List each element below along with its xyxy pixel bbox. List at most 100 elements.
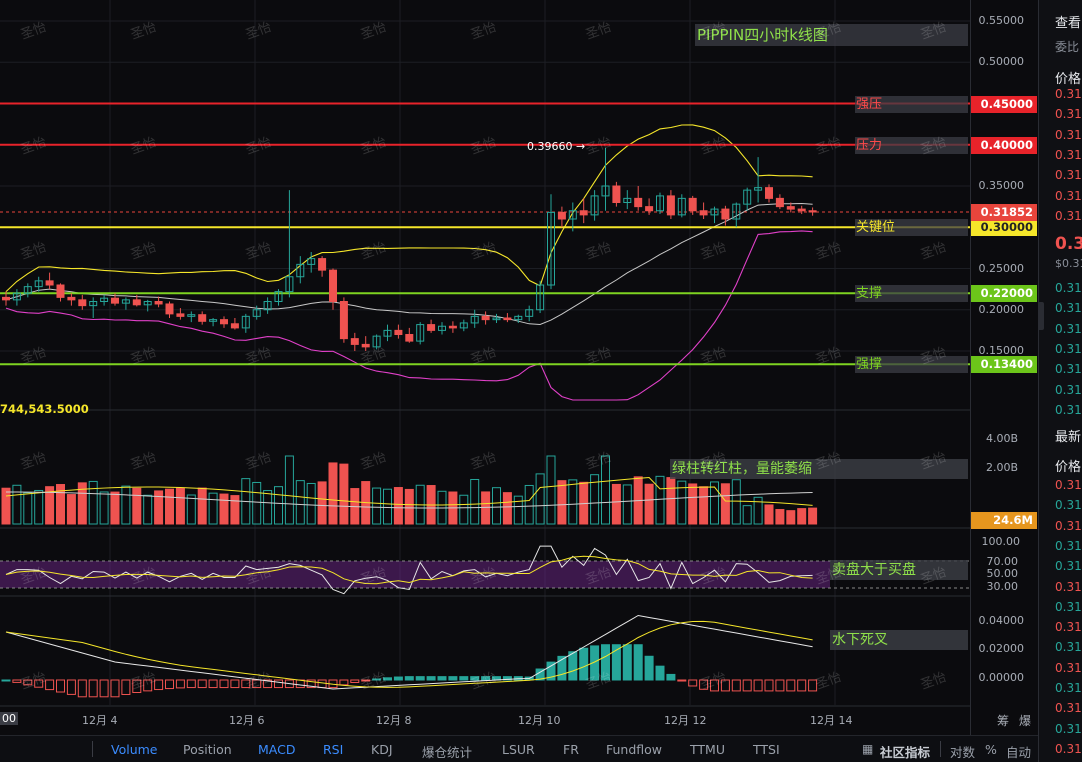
macd-histogram-bar	[459, 676, 469, 681]
order-price[interactable]: 0.318	[1055, 107, 1082, 122]
indicator-tab[interactable]: TTMU	[690, 742, 725, 757]
volume-bar	[655, 475, 665, 525]
indicator-tab[interactable]: MACD	[258, 742, 296, 757]
liquidation-button[interactable]: 爆	[1019, 714, 1032, 728]
order-price[interactable]: 0.318	[1055, 188, 1082, 203]
order-price[interactable]: 0.318	[1055, 579, 1082, 594]
price-axis[interactable]: 0.55000 0.50000 0.35000 0.25000 0.20000 …	[970, 0, 1038, 735]
order-price[interactable]: 0.318	[1055, 741, 1082, 756]
macd-histogram-bar	[12, 679, 22, 683]
candle	[590, 190, 599, 221]
order-price[interactable]: 0.318	[1055, 362, 1082, 377]
order-price[interactable]: 0.318	[1055, 518, 1082, 533]
level-label: 强撑	[855, 356, 968, 374]
indicator-tab[interactable]: Fundflow	[606, 742, 663, 757]
order-price[interactable]: 0.318	[1055, 321, 1082, 336]
candle	[416, 322, 425, 345]
order-price[interactable]: 0.318	[1055, 208, 1082, 223]
indicator-tab[interactable]: TTSI	[753, 742, 780, 757]
volume-bar	[197, 487, 207, 525]
high-marker: 0.39660 →	[527, 140, 586, 153]
order-price[interactable]: 0.318	[1055, 127, 1082, 142]
panel-header: 查看	[1055, 16, 1082, 31]
macd-histogram-bar	[775, 679, 785, 692]
order-price[interactable]: 0.318	[1055, 721, 1082, 736]
macd-histogram-bar	[797, 679, 807, 692]
chart-canvas[interactable]	[0, 0, 970, 735]
macd-histogram-bar	[230, 679, 240, 689]
date-label: 12月 12	[664, 714, 707, 727]
percent-toggle[interactable]: %	[985, 742, 997, 757]
candle	[481, 311, 490, 325]
first-date: 00	[0, 712, 18, 725]
macd-histogram-bar	[633, 644, 643, 681]
indicator-tab[interactable]: Position	[183, 742, 232, 757]
macd-histogram-bar	[546, 661, 556, 681]
indicator-tab[interactable]: Volume	[111, 742, 158, 757]
macd-histogram-bar	[655, 665, 665, 681]
candle	[154, 296, 163, 308]
level-price-tag: 0.40000	[971, 136, 1037, 154]
order-price[interactable]: 0.318	[1055, 660, 1082, 675]
order-price[interactable]: 0.318	[1055, 599, 1082, 614]
order-price[interactable]: 0.318	[1055, 681, 1082, 695]
price-tick: 0.50000	[978, 55, 1025, 68]
macd-histogram-bar	[45, 679, 55, 691]
order-price[interactable]: 0.318	[1055, 498, 1082, 513]
macd-histogram-bar	[186, 679, 196, 689]
order-price[interactable]: 0.318	[1055, 168, 1082, 183]
collapse-handle[interactable]	[1039, 302, 1044, 330]
community-indicators-icon[interactable]: ▦	[862, 742, 874, 756]
chip-distribution-button[interactable]: 筹	[997, 714, 1010, 728]
current-price-tag: 0.31852	[971, 204, 1037, 221]
indicator-tab[interactable]: FR	[563, 742, 579, 757]
order-price[interactable]: 0.318	[1055, 559, 1082, 574]
order-price[interactable]: 0.318	[1055, 701, 1082, 716]
candle	[677, 194, 686, 218]
macd-histogram-bar	[110, 679, 120, 698]
order-price[interactable]: 0.318	[1055, 478, 1082, 492]
order-price[interactable]: 0.318	[1055, 281, 1082, 295]
order-price[interactable]: 0.318	[1055, 382, 1082, 397]
volume-bar	[274, 486, 283, 525]
volume-bar	[775, 509, 785, 525]
macd-histogram-bar	[611, 644, 621, 681]
order-price[interactable]: 0.318	[1055, 87, 1082, 101]
candle	[307, 252, 316, 273]
candle	[198, 311, 207, 325]
macd-histogram-bar	[339, 679, 349, 686]
order-price[interactable]: 0.318	[1055, 341, 1082, 356]
candle	[285, 190, 294, 298]
indicator-tab[interactable]: 爆仓统计	[422, 745, 473, 760]
candle	[56, 283, 65, 302]
chart-area[interactable]: PIPPIN四小时k线图 强压 压力 关键位 支撑 强撑 0.39660 → 744,5…	[0, 0, 970, 735]
order-price[interactable]: 0.318	[1055, 402, 1082, 417]
rsi-line	[5, 545, 813, 595]
indicator-tab[interactable]: RSI	[323, 742, 344, 757]
order-price[interactable]: 0.318	[1055, 301, 1082, 316]
price-column-header: 价格	[1055, 72, 1082, 87]
macd-histogram-bar	[154, 679, 164, 691]
order-price[interactable]: 0.318	[1055, 640, 1082, 655]
candle	[568, 202, 577, 232]
macd-annotation: 水下死叉	[830, 630, 968, 650]
candle	[656, 192, 664, 215]
order-price[interactable]: 0.318	[1055, 620, 1082, 635]
candle	[688, 195, 697, 215]
bollinger-lower	[5, 230, 813, 401]
candle	[176, 308, 185, 320]
order-book-panel[interactable]: 查看 委比 价格 0.318 0.318 0.318 0.318 0.318 0.318 0…	[1038, 0, 1082, 762]
order-price[interactable]: 0.318	[1055, 538, 1082, 553]
volume-ma-2	[5, 491, 813, 509]
order-price[interactable]: 0.318	[1055, 147, 1082, 162]
indicator-tab[interactable]: LSUR	[502, 742, 535, 757]
volume-bar	[535, 473, 545, 525]
indicator-tab[interactable]: KDJ	[371, 742, 393, 757]
auto-scale-toggle[interactable]: 自动	[1006, 745, 1032, 760]
indicator-toolbar[interactable]: Volume Position MACD RSI KDJ 爆仓统计 LSUR FR Fundfl…	[0, 735, 1038, 762]
community-indicators-button[interactable]: 社区指标	[880, 745, 931, 760]
macd-histogram-bar	[448, 676, 458, 681]
log-scale-toggle[interactable]: 对数	[950, 745, 976, 760]
candle	[296, 256, 305, 284]
macd-histogram-bar	[88, 679, 98, 698]
